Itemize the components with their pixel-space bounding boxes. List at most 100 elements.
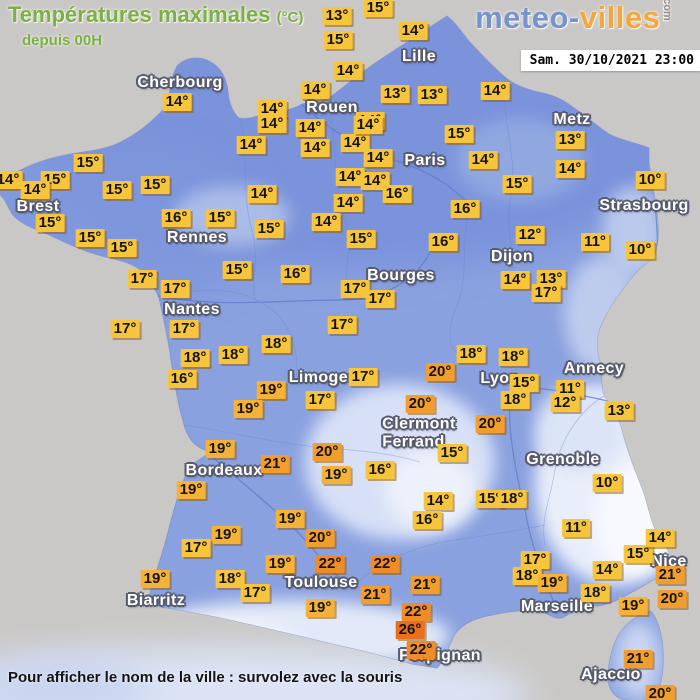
temp-badge[interactable]: 19° [211, 526, 241, 544]
temp-badge[interactable]: 16° [280, 265, 310, 283]
temp-badge[interactable]: 13° [536, 270, 566, 288]
meteo-villes-logo[interactable]: meteo-villes.com [475, 0, 686, 36]
temp-badge[interactable]: 14° [300, 81, 330, 99]
temp-badge[interactable]: 17° [365, 290, 395, 308]
temp-badge[interactable]: 14° [363, 149, 393, 167]
temp-badge[interactable]: 13° [380, 85, 410, 103]
temp-badge[interactable]: 17° [531, 284, 561, 302]
temp-badge[interactable]: 13° [417, 86, 447, 104]
temp-badge[interactable]: 19° [205, 440, 235, 458]
temp-badge[interactable]: 17° [110, 320, 140, 338]
temp-badge[interactable]: 18° [180, 349, 210, 367]
temp-badge[interactable]: 18° [498, 348, 528, 366]
temp-badge[interactable]: 15° [502, 175, 532, 193]
temp-badge[interactable]: 15° [509, 374, 539, 392]
temp-badge[interactable]: 14° [423, 492, 453, 510]
temp-badge[interactable]: 21° [410, 576, 440, 594]
temp-badge[interactable]: 21° [260, 455, 290, 473]
temp-badge[interactable]: 19° [140, 570, 170, 588]
temp-badge[interactable]: 18° [261, 335, 291, 353]
temp-badge[interactable]: 19° [265, 555, 295, 573]
temp-badge[interactable]: 16° [365, 461, 395, 479]
temp-badge[interactable]: 15° [444, 125, 474, 143]
temp-badge[interactable]: 19° [618, 597, 648, 615]
temp-badge[interactable]: 15° [323, 31, 353, 49]
temp-badge[interactable]: 11° [562, 519, 590, 537]
temp-badge[interactable]: 17° [327, 316, 357, 334]
temp-badge[interactable]: 22° [315, 555, 345, 573]
temp-badge[interactable]: 14° [20, 181, 50, 199]
temp-badge[interactable]: 16° [428, 233, 458, 251]
temp-badge[interactable]: 15° [623, 545, 653, 563]
temp-badge[interactable]: 14° [162, 93, 192, 111]
temp-badge[interactable]: 19° [176, 481, 206, 499]
temp-badge[interactable]: 19° [256, 381, 286, 399]
temp-badge[interactable]: 14° [333, 62, 363, 80]
temp-badge[interactable]: 14° [236, 136, 266, 154]
temp-badge[interactable]: 22° [406, 641, 436, 659]
temp-badge[interactable]: 10° [592, 474, 622, 492]
temp-badge[interactable]: 18° [218, 346, 248, 364]
temp-badge[interactable]: 14° [247, 185, 277, 203]
temp-badge[interactable]: 14° [300, 139, 330, 157]
temp-badge[interactable]: 20° [645, 685, 675, 700]
temp-badge[interactable]: 17° [305, 391, 335, 409]
temp-badge[interactable]: 14° [295, 119, 325, 137]
temp-badge[interactable]: 13° [555, 131, 585, 149]
temp-badge[interactable]: 15° [346, 230, 376, 248]
temp-badge[interactable]: 14° [555, 160, 585, 178]
temp-badge[interactable]: 14° [311, 213, 341, 231]
temp-badge[interactable]: 20° [312, 443, 342, 461]
temp-badge[interactable]: 22° [370, 555, 400, 573]
temp-badge[interactable]: 17° [169, 320, 199, 338]
temp-badge[interactable]: 21° [623, 650, 653, 668]
temp-badge[interactable]: 12° [515, 226, 545, 244]
temp-badge[interactable]: 18° [512, 567, 542, 585]
temp-badge[interactable]: 16° [161, 209, 191, 227]
temp-badge[interactable]: 19° [321, 466, 351, 484]
temp-badge[interactable]: 14° [257, 100, 287, 118]
temp-badge[interactable]: 15° [222, 261, 252, 279]
temp-badge[interactable]: 17° [520, 551, 550, 569]
temp-badge[interactable]: 21° [360, 586, 390, 604]
temp-badge[interactable]: 18° [215, 570, 245, 588]
temp-badge[interactable]: 17° [340, 280, 370, 298]
temp-badge[interactable]: 15° [75, 229, 105, 247]
temp-badge[interactable]: 21° [655, 566, 685, 584]
temp-badge[interactable]: 18° [500, 391, 530, 409]
temp-badge[interactable]: 14° [360, 172, 390, 190]
temp-badge[interactable]: 16° [412, 511, 442, 529]
temp-badge[interactable]: 15° [254, 220, 284, 238]
temp-badge[interactable]: 16° [167, 370, 197, 388]
temp-badge[interactable]: 15° [102, 181, 132, 199]
temp-badge[interactable]: 16° [450, 200, 480, 218]
temp-badge[interactable]: 18° [580, 584, 610, 602]
temp-badge[interactable]: 20° [425, 363, 455, 381]
temp-badge[interactable]: 14° [500, 271, 530, 289]
temp-badge[interactable]: 19° [275, 510, 305, 528]
temp-badge[interactable]: 15° [205, 209, 235, 227]
temp-badge[interactable]: 19° [233, 400, 263, 418]
temp-badge[interactable]: 15° [73, 154, 103, 172]
temp-badge[interactable]: 17° [127, 270, 157, 288]
temp-badge[interactable]: 17° [240, 584, 270, 602]
temp-badge[interactable]: 14° [398, 22, 428, 40]
temp-badge[interactable]: 15° [475, 490, 505, 508]
temp-badge[interactable]: 20° [657, 590, 687, 608]
temp-badge[interactable]: 13° [322, 7, 352, 25]
temp-badge[interactable]: 12° [550, 394, 580, 412]
temp-badge[interactable]: 17° [348, 368, 378, 386]
temp-badge[interactable]: 14° [645, 529, 675, 547]
temp-badge[interactable]: 14° [0, 171, 23, 189]
temp-badge[interactable]: 26° [395, 621, 425, 639]
temp-badge[interactable]: 13° [604, 402, 634, 420]
temp-badge[interactable]: 14° [333, 194, 363, 212]
temp-badge[interactable]: 14° [340, 134, 370, 152]
temp-badge[interactable]: 10° [635, 171, 665, 189]
temp-badge[interactable]: 17° [181, 539, 211, 557]
temp-badge[interactable]: 11° [556, 380, 584, 398]
temp-badge[interactable]: 15° [363, 0, 393, 17]
temp-badge[interactable]: 14° [468, 151, 498, 169]
temp-badge[interactable]: 18° [497, 490, 527, 508]
temp-badge[interactable]: 11° [581, 233, 609, 251]
